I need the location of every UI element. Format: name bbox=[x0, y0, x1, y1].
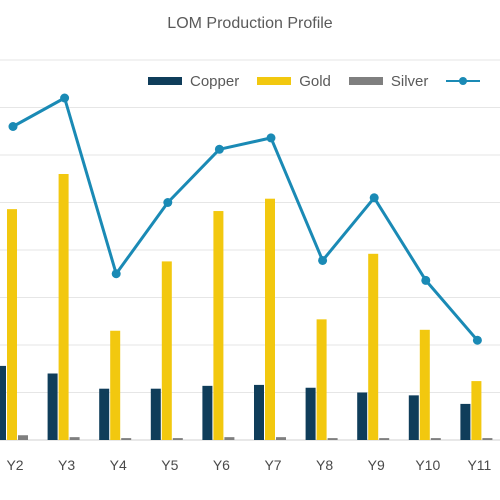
bar-silver-y3 bbox=[69, 437, 80, 440]
line-point-y7 bbox=[266, 133, 276, 143]
bar-silver-y5 bbox=[172, 438, 183, 440]
bar-copper-y5 bbox=[150, 388, 161, 440]
legend-item-copper: Copper bbox=[148, 73, 239, 90]
bar-gold-y3 bbox=[58, 174, 69, 440]
x-tick-label-y10: Y10 bbox=[415, 457, 440, 473]
chart-title: LOM Production Profile bbox=[167, 15, 333, 32]
legend-label-copper: Copper bbox=[190, 72, 240, 90]
x-tick-label-y4: Y4 bbox=[110, 457, 127, 473]
line-point-y9 bbox=[369, 193, 379, 203]
bar-gold-y2 bbox=[7, 209, 17, 440]
legend-swatch-copper bbox=[148, 77, 182, 85]
bar-copper-y6 bbox=[202, 385, 213, 440]
line-point-y10 bbox=[421, 275, 431, 285]
line-point-y5 bbox=[163, 198, 173, 207]
x-tick-label-y8: Y8 bbox=[316, 457, 333, 473]
legend-swatch-line bbox=[446, 77, 481, 85]
line-point-y8 bbox=[318, 255, 328, 265]
bar-gold-y8 bbox=[316, 319, 327, 440]
bar-copper-y11 bbox=[460, 403, 471, 440]
x-tick-label-y6: Y6 bbox=[213, 457, 230, 473]
bar-copper-y8 bbox=[305, 387, 316, 440]
line-point-y3 bbox=[60, 93, 70, 103]
line-series bbox=[12, 96, 479, 342]
bar-silver-y11 bbox=[482, 438, 493, 440]
bar-gold-y10 bbox=[419, 329, 430, 440]
bar-silver-y9 bbox=[379, 438, 390, 440]
line-point-y2 bbox=[8, 122, 18, 131]
legend-label-gold: Gold bbox=[299, 72, 331, 90]
bar-copper-y3 bbox=[47, 373, 58, 440]
bar-silver-y10 bbox=[430, 438, 441, 440]
bar-silver-y7 bbox=[276, 437, 286, 440]
bar-silver-y4 bbox=[121, 438, 132, 440]
bar-gold-y5 bbox=[161, 261, 172, 440]
line-point-y4 bbox=[111, 269, 121, 279]
legend-label-silver: Silver bbox=[390, 72, 429, 90]
bar-copper-y9 bbox=[357, 392, 368, 440]
bar-gold-y9 bbox=[368, 253, 379, 440]
bar-gold-y4 bbox=[110, 330, 121, 440]
bar-gold-y6 bbox=[213, 211, 224, 440]
x-tick-label-y11: Y11 bbox=[467, 457, 491, 473]
legend-item-line bbox=[446, 77, 488, 85]
bar-silver-y8 bbox=[327, 438, 338, 440]
x-tick-label-y3: Y3 bbox=[58, 457, 75, 473]
legend-swatch-silver bbox=[348, 77, 383, 85]
line-point-y11 bbox=[472, 335, 482, 345]
x-tick-label-y9: Y9 bbox=[368, 457, 385, 473]
bar-copper-y10 bbox=[408, 395, 419, 440]
bar-gold-y11 bbox=[471, 381, 482, 440]
x-tick-label-y2: Y2 bbox=[6, 457, 23, 473]
legend-item-silver: Silver bbox=[348, 72, 429, 90]
x-tick-label-y7: Y7 bbox=[264, 457, 281, 473]
bar-silver-y2 bbox=[18, 435, 28, 440]
x-tick-label-y5: Y5 bbox=[161, 457, 178, 473]
legend-swatch-gold bbox=[257, 77, 292, 85]
bar-copper-y4 bbox=[99, 388, 110, 440]
bar-copper-y2 bbox=[0, 365, 6, 440]
legend-item-gold: Gold bbox=[257, 73, 331, 90]
bar-copper-y7 bbox=[254, 384, 264, 440]
bar-gold-y7 bbox=[265, 198, 275, 440]
legend: Copper Gold Silver bbox=[148, 70, 500, 92]
line-point-y6 bbox=[214, 144, 224, 154]
bar-silver-y6 bbox=[224, 437, 235, 440]
